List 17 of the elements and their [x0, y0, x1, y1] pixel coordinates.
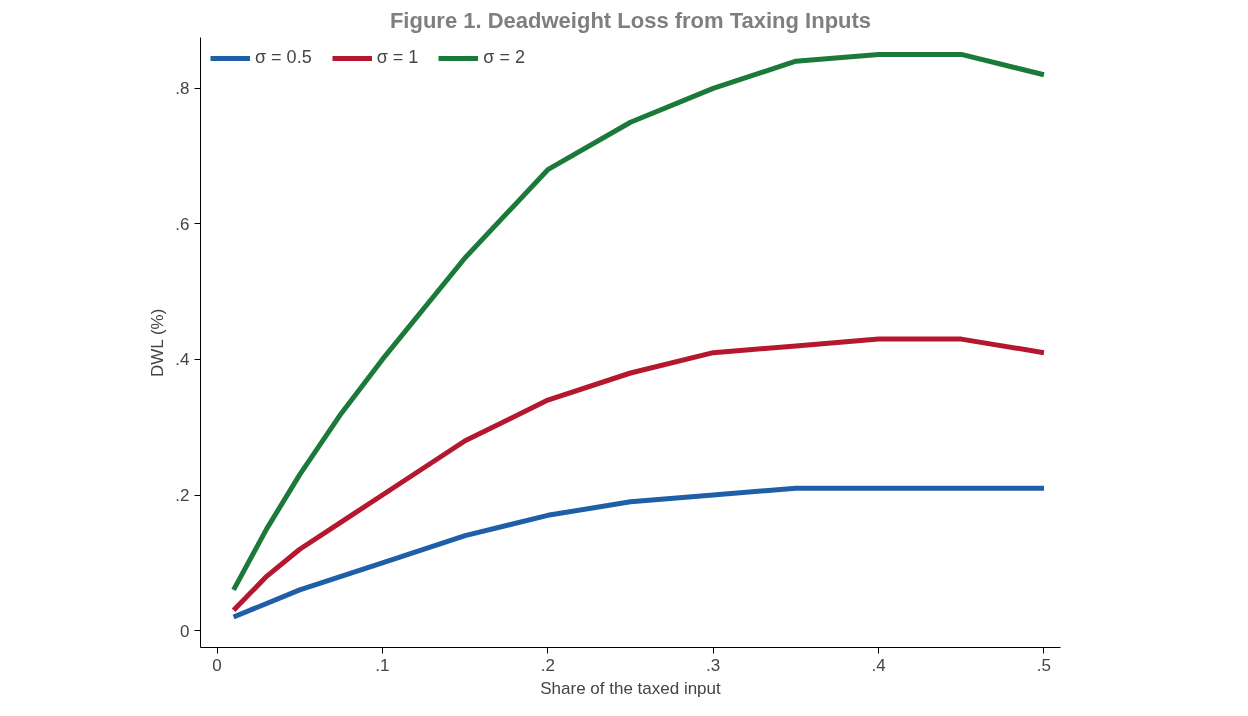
x-tick-label: .3	[706, 655, 721, 675]
x-axis-title: Share of the taxed input	[540, 678, 722, 698]
y-tick-label: .4	[175, 350, 190, 370]
legend-label: σ = 2	[483, 47, 525, 68]
x-tick-label: .4	[871, 655, 886, 675]
legend-label: σ = 1	[376, 47, 419, 68]
x-tick-label: .2	[540, 655, 555, 675]
legend-label: σ = 0.5	[255, 47, 312, 68]
x-tick-label: .5	[1036, 655, 1052, 675]
x-tick-label: .1	[375, 655, 390, 675]
y-tick-label: .6	[175, 214, 190, 234]
y-tick-label: 0	[180, 621, 190, 641]
chart-title: Figure 1. Deadweight Loss from Taxing Inputs	[389, 7, 872, 33]
y-tick-label: .2	[175, 486, 190, 505]
y-axis-title: DWL (%)	[148, 308, 168, 377]
x-tick-label: 0	[212, 655, 222, 675]
y-tick-label: .8	[175, 79, 190, 99]
